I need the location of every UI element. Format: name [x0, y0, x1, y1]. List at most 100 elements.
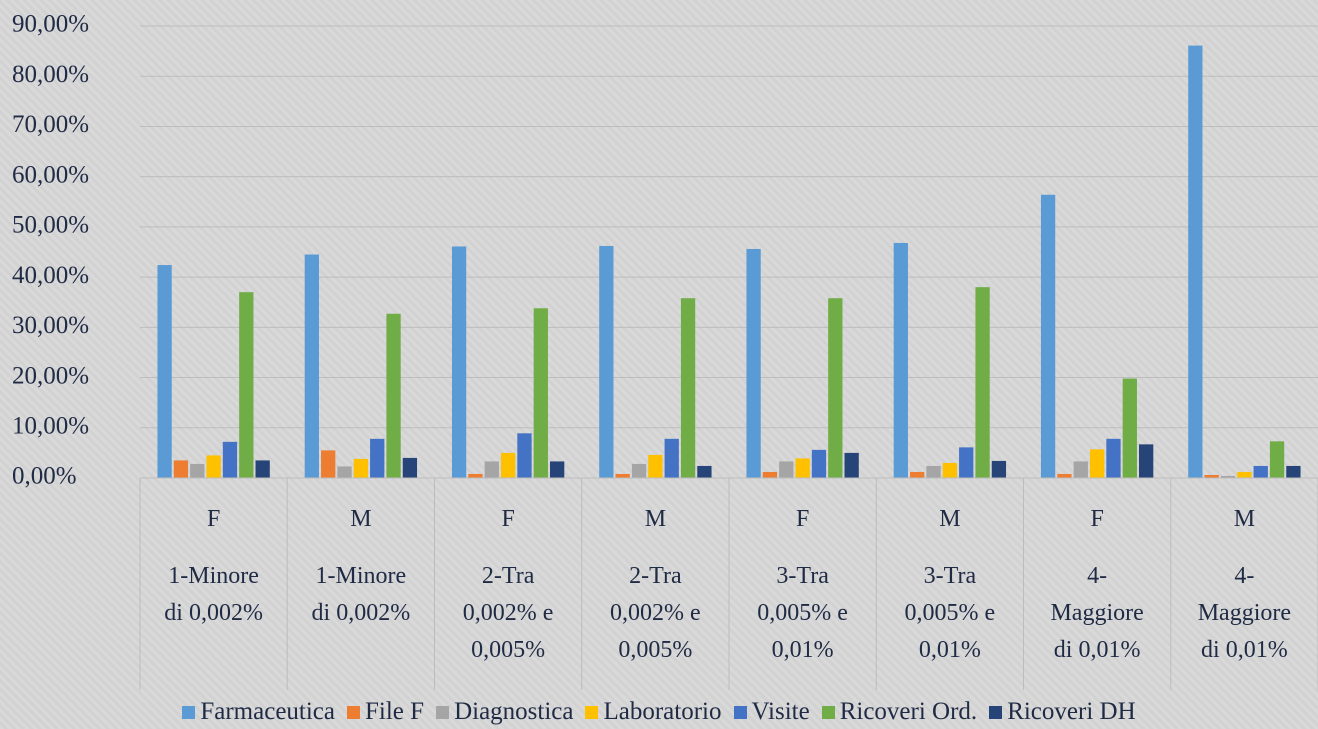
x-group-label: 4-Maggiore di 0,01%: [1197, 563, 1292, 663]
legend-label: File F: [365, 698, 425, 725]
legend-item: Visite: [733, 698, 810, 726]
bar: [1139, 444, 1154, 478]
bar: [844, 452, 859, 478]
bar: [1253, 465, 1268, 478]
y-tick-label: 10,00%: [12, 413, 89, 440]
bar: [1089, 449, 1105, 478]
legend-item: File F: [347, 698, 424, 726]
x-group-label: 1-Minore di 0,002%: [164, 563, 263, 626]
bar: [697, 465, 712, 478]
legend-label: Ricoveri DH: [1007, 698, 1136, 725]
x-tick-label: F: [501, 506, 515, 532]
legend: Farmaceutica File F Diagnostica Laboratorio…: [0, 698, 1318, 726]
bar: [795, 458, 810, 478]
bar: [959, 447, 974, 478]
y-tick-label: 50,00%: [12, 212, 89, 239]
bar: [1220, 475, 1236, 478]
legend-item: Farmaceutica: [182, 698, 335, 726]
bar: [762, 471, 778, 478]
legend-label: Farmaceutica: [200, 698, 336, 725]
x-group-label: 4-Maggiore di 0,01%: [1050, 563, 1144, 663]
y-tick-label: 0,00%: [12, 463, 77, 490]
legend-swatch: [733, 705, 747, 719]
bar: [1237, 471, 1252, 478]
x-tick-label: F: [1090, 506, 1104, 532]
bar: [926, 465, 941, 478]
bar: [190, 463, 205, 478]
bar: [631, 463, 647, 478]
bar: [811, 449, 827, 478]
legend-swatch: [989, 705, 1003, 719]
legend-label: Visite: [751, 698, 810, 725]
y-tick-label: 90,00%: [12, 11, 89, 38]
bar: [157, 265, 172, 478]
bar: [321, 450, 336, 478]
bar: [648, 454, 663, 478]
y-tick-label: 40,00%: [12, 262, 89, 289]
bar: [1073, 461, 1088, 478]
bar: [1269, 441, 1285, 478]
bar: [746, 248, 761, 478]
bar: [615, 473, 630, 478]
bar: [942, 462, 958, 478]
bar: [517, 433, 532, 478]
bar: [533, 308, 548, 478]
bar: [402, 457, 418, 478]
bar: [239, 292, 254, 478]
bar: [468, 473, 483, 478]
bar: [386, 313, 401, 478]
x-tick-label: M: [644, 506, 667, 532]
x-group-label: 1-Minore di 0,002%: [311, 563, 411, 626]
x-tick-label: M: [939, 506, 961, 532]
bar: [206, 455, 221, 478]
bar: [255, 460, 270, 478]
bar: [337, 466, 352, 478]
y-tick-label: 60,00%: [12, 161, 89, 188]
bar: [599, 245, 614, 478]
bar: [828, 298, 843, 478]
legend-swatch: [585, 705, 599, 719]
bar: [1188, 45, 1203, 478]
y-tick-label: 30,00%: [12, 312, 89, 339]
bar: [910, 471, 925, 478]
bar: [370, 438, 385, 478]
x-group-label: 3-Tra 0,005% e 0,01%: [904, 563, 996, 663]
bar: [500, 452, 516, 478]
x-tick-label: M: [1233, 506, 1256, 532]
bar: [484, 461, 499, 478]
bar: [991, 460, 1007, 478]
x-group-label: 2-Tra 0,002% e 0,005%: [462, 563, 554, 663]
bar: [304, 254, 319, 478]
legend-item: Diagnostica: [436, 698, 573, 726]
bar: [893, 242, 908, 478]
legend-swatch: [436, 705, 450, 719]
x-tick-label: M: [350, 506, 372, 532]
bar: [1122, 378, 1137, 478]
bar: [975, 287, 990, 478]
x-group-label: 2-Tra 0,002% e 0,005%: [610, 563, 701, 663]
bar: [680, 298, 696, 478]
x-tick-label: F: [795, 506, 810, 532]
legend-item: Laboratorio: [585, 698, 722, 726]
legend-swatch: [347, 705, 361, 719]
y-tick-label: 70,00%: [12, 111, 89, 138]
legend-item: Ricoveri DH: [989, 698, 1136, 726]
bar: [1040, 194, 1056, 478]
legend-label: Diagnostica: [454, 698, 574, 725]
bar: [451, 246, 467, 478]
bar: [550, 461, 565, 478]
y-tick-label: 20,00%: [12, 362, 89, 389]
bar: [173, 460, 189, 478]
bar: [1286, 465, 1301, 478]
legend-label: Laboratorio: [603, 698, 722, 725]
bar: [779, 461, 794, 478]
bar: [222, 441, 238, 478]
bar: [1106, 438, 1121, 478]
y-tick-label: 80,00%: [12, 61, 89, 88]
legend-swatch: [821, 705, 835, 719]
x-group-label: 3-Tra 0,005% e 0,01%: [757, 563, 848, 663]
bar: [1204, 474, 1219, 478]
bar: [353, 458, 369, 478]
